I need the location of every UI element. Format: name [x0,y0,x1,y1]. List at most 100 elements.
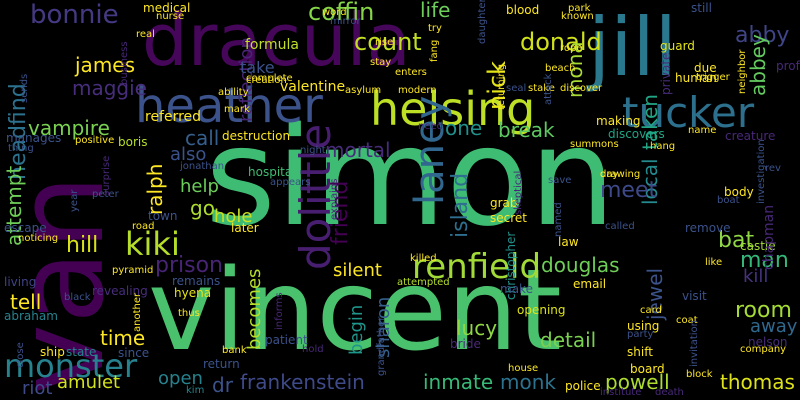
word-douglas: douglas [541,253,620,277]
word-break: break [498,118,555,142]
word-board: board [630,362,665,376]
word-prof: prof [776,59,800,73]
word-abby: abby [735,23,790,48]
word-also: also [170,144,207,165]
word-rev: rev [765,163,781,174]
word-real: real [136,29,155,40]
word-death: death [655,387,684,398]
word-castle: castle [740,239,776,253]
word-fang: fang [429,39,440,62]
word-thing: thing [8,143,34,154]
word-daughter: daughter [477,0,488,44]
word-begin: begin [346,304,367,355]
word-remove: remove [685,221,731,235]
word-one: one [445,116,483,140]
word-return: return [203,357,240,371]
word-jill: jill [588,1,677,94]
word-inmate: inmate [423,370,494,394]
word-beach: beach [545,63,576,74]
word-try: try [428,23,442,34]
word-save: save [548,175,572,186]
word-monster: monster [4,347,138,385]
word-stake: stake [528,83,555,94]
word-attempted: attempted [397,277,450,288]
word-trigger: trigger [696,72,730,83]
word-james: james [75,53,136,77]
word-house: house [508,363,539,374]
word-man: man [740,248,789,273]
word-hole: hole [214,206,253,227]
word-stay: stay [370,57,392,68]
word-creation: creation [246,75,287,86]
word-medical: medical [143,1,191,15]
word-killed: killed [410,253,437,264]
word-drawing: drawing [600,169,641,180]
word-bat: bat [718,228,755,253]
word-helsing: helsing [370,82,536,136]
word-institute: institute [600,387,642,398]
word-summons: summons [570,139,619,150]
word-block: block [686,369,713,380]
word-prison: prison [155,253,223,278]
word-escape: escape [4,221,47,235]
word-close: close [15,342,26,368]
word-peter: peter [92,189,119,200]
word-tell: tell [10,290,42,314]
word-hill: hill [66,233,99,258]
word-guard: guard [660,39,695,53]
word-tucker: tucker [622,88,755,137]
word-bonnie: bonnie [30,0,119,30]
word-noticing: noticing [18,233,59,244]
word-creature: creature [725,129,776,143]
word-donald: donald [520,28,602,56]
word-need: need [418,121,443,132]
word-time: time [100,326,146,350]
word-enters: enters [395,67,427,78]
word-since: since [118,346,150,360]
word-powell: powell [605,370,670,394]
word-laney: laney [407,95,453,205]
word-skeptical: skeptical [513,170,524,215]
word-another: another [132,292,143,332]
word-sends: sends [19,73,30,103]
word-using: using [627,319,660,333]
word-word: word [322,7,347,18]
word-meet: meet [600,178,658,203]
word-frankenstein: frankenstein [240,370,365,394]
word-town: town [148,209,178,223]
word-jonathan: jonathan [180,161,225,172]
word-invitation: invitation [689,319,700,367]
word-law: law [558,235,579,249]
word-lucy: lucy [456,316,498,340]
word-state: state [66,345,97,359]
word-later: later [231,221,259,235]
word-ability: ability [218,87,249,98]
word-road: road [132,221,155,232]
word-chapman: chapman [761,204,777,270]
word-kim: kim [186,385,205,396]
word-remains: remains [172,274,221,288]
word-informs: informs [274,292,285,330]
word-count: count [354,28,422,56]
word-amulet: amulet [57,372,121,393]
word-black: black [64,292,91,303]
word-dr: dr [212,373,233,397]
word-grab: grab [490,196,518,210]
word-business: business [119,41,130,85]
word-life: life [420,0,451,22]
word-hang: hang [650,141,676,152]
word-discovers: discovers [608,127,665,141]
word-renfield: renfield [412,247,542,287]
word-nurse: nurse [156,11,185,22]
word-abraham: abraham [4,309,58,323]
word-manages: manages [6,131,62,145]
word-shift: shift [627,345,653,359]
word-destruction: destruction [222,129,291,143]
word-island: island [448,172,473,238]
word-kill: kill [743,266,769,287]
word-hold: hold [302,344,324,355]
word-away: away [750,316,798,337]
word-open: open [158,368,203,389]
word-silent: silent [333,260,382,281]
word-nelson: nelson [748,335,788,349]
